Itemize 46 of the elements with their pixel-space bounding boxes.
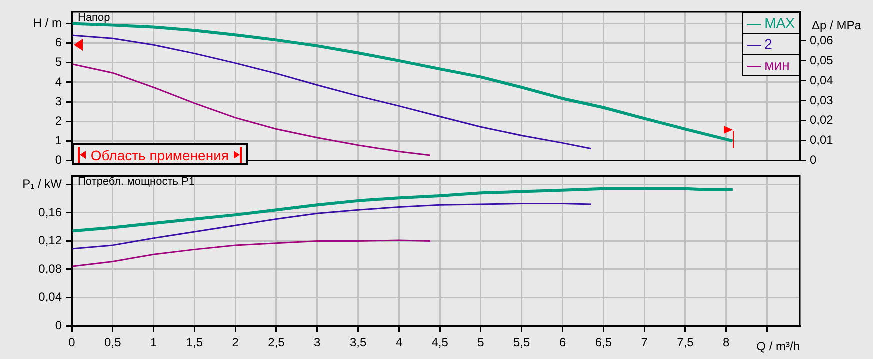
y-tick-label: 0,12 bbox=[38, 234, 62, 248]
x-tick-label: 6,5 bbox=[595, 336, 612, 350]
x-tick-label: 0 bbox=[68, 336, 76, 350]
x-tick-label: 0,5 bbox=[104, 336, 122, 350]
annotation: Потребл. мощность P1 bbox=[78, 176, 195, 188]
y-tick-label: 0,04 bbox=[38, 290, 62, 304]
y-tick-label: 3 bbox=[55, 94, 62, 108]
y-tick-label: 0 bbox=[55, 318, 62, 332]
x-tick-label: 1 bbox=[150, 336, 158, 350]
annotation: Напор bbox=[78, 12, 110, 24]
y2-tick-label: 0,04 bbox=[810, 73, 834, 88]
y2-tick-label: 0,05 bbox=[810, 53, 834, 68]
annotation: Область применения bbox=[90, 147, 230, 164]
y-axis-title: H / m bbox=[33, 16, 62, 30]
y-tick-label: 1 bbox=[55, 134, 62, 148]
x-tick-label: 5 bbox=[478, 336, 485, 350]
x-tick-label: 7 bbox=[641, 336, 648, 350]
y-axis-title: P₁ / kW bbox=[22, 176, 63, 191]
x-tick-label: 2,5 bbox=[268, 336, 286, 350]
y-tick-label: 6 bbox=[55, 36, 62, 50]
x-tick-label: 1,5 bbox=[186, 336, 204, 350]
y2-tick-label: 0,02 bbox=[810, 113, 834, 128]
y-tick-label: 0 bbox=[55, 153, 62, 168]
x-tick-label: 3 bbox=[314, 336, 322, 350]
x-tick-label: 8 bbox=[723, 336, 730, 350]
x-tick-label: 4,5 bbox=[432, 336, 449, 350]
y-tick-label: 2 bbox=[55, 114, 62, 128]
y-tick-label: 0,08 bbox=[38, 262, 62, 276]
y2-tick-label: 0 bbox=[810, 153, 817, 168]
x-tick-label: 2 bbox=[232, 336, 240, 350]
x-tick-label: 7,5 bbox=[677, 336, 694, 350]
x-tick-label: 6 bbox=[559, 336, 566, 350]
y-tick-label: 4 bbox=[55, 74, 62, 89]
y-tick-label: 5 bbox=[55, 55, 62, 70]
y2-tick-label: 0,01 bbox=[810, 133, 834, 148]
y2-tick-label: 0,03 bbox=[810, 93, 834, 108]
y2-axis-title: Δp / MPa bbox=[812, 18, 862, 32]
y2-tick-label: 0,06 bbox=[810, 33, 834, 48]
legend-label: мин bbox=[764, 57, 790, 73]
x-axis-title: Q / m³/h bbox=[756, 339, 800, 354]
legend-label: MAX bbox=[764, 15, 795, 31]
x-tick-label: 3,5 bbox=[350, 336, 367, 350]
x-tick-label: 5,5 bbox=[514, 336, 531, 350]
x-tick-label: 4 bbox=[396, 336, 403, 350]
legend-label: 2 bbox=[764, 36, 772, 52]
y-tick-label: 0,16 bbox=[38, 205, 62, 220]
